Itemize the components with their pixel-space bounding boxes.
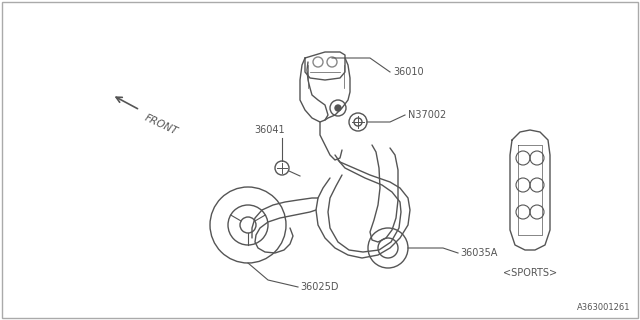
Text: <SPORTS>: <SPORTS> [503,268,557,278]
Text: 36035A: 36035A [460,248,497,258]
Text: FRONT: FRONT [143,113,179,137]
Text: 36010: 36010 [393,67,424,77]
Circle shape [335,105,341,111]
Text: N37002: N37002 [408,110,446,120]
Text: 36041: 36041 [254,125,285,135]
Text: 36025D: 36025D [300,282,339,292]
Text: A363001261: A363001261 [577,303,630,312]
